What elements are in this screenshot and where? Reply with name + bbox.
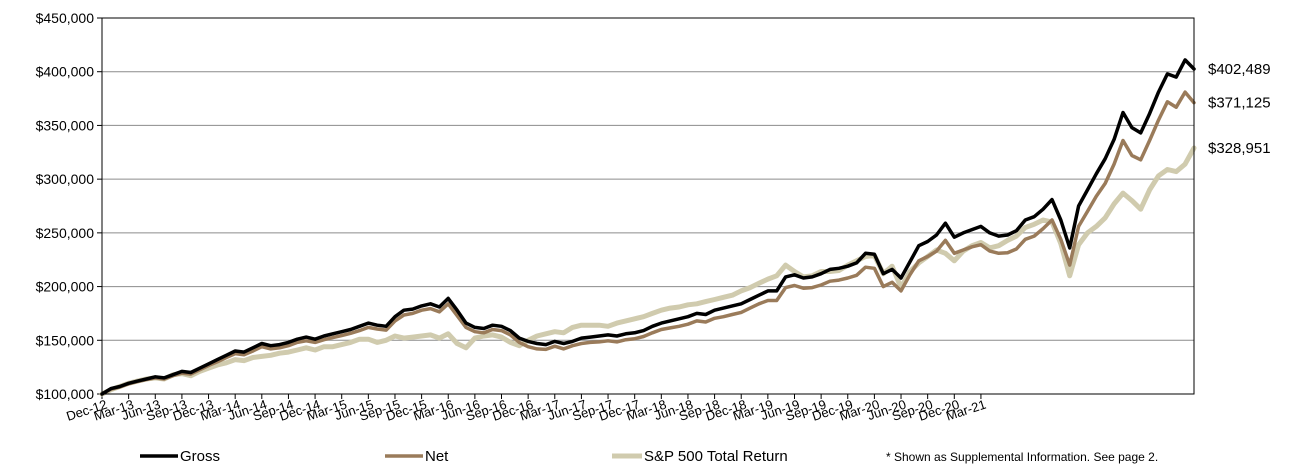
series-lines	[99, 58, 1197, 397]
footnote: * Shown as Supplemental Information. See…	[886, 450, 1158, 464]
y-tick-label: $400,000	[36, 64, 95, 80]
y-axis-ticks: $100,000 $150,000 $200,000 $250,000 $300,000…	[36, 10, 102, 402]
x-axis-ticks: Dec-12Mar-13Jun-13Sep-13Dec-13Mar-14Jun-…	[64, 394, 988, 424]
legend-label: S&P 500 Total Return	[644, 448, 788, 464]
series-line-net	[100, 90, 1196, 396]
y-tick-label: $300,000	[36, 171, 95, 187]
end-value-label: $328,951	[1208, 140, 1271, 157]
y-tick-label: $150,000	[36, 332, 95, 348]
y-tick-label: $350,000	[36, 117, 95, 133]
series-line-s-p-500-total-return	[99, 145, 1197, 397]
end-value-label: $371,125	[1208, 95, 1271, 112]
legend-label: Net	[425, 448, 449, 464]
y-tick-label: $250,000	[36, 225, 95, 241]
y-tick-label: $100,000	[36, 386, 95, 402]
legend: Gross Net S&P 500 Total Return	[140, 448, 788, 464]
y-tick-label: $450,000	[36, 10, 95, 26]
legend-label: Gross	[180, 448, 220, 464]
end-value-label: $402,489	[1208, 61, 1271, 78]
grid-lines	[102, 71, 1194, 341]
plot-frame	[101, 17, 1195, 395]
y-tick-label: $200,000	[36, 279, 95, 295]
series-line-gross	[100, 58, 1196, 396]
end-labels: $402,489 $371,125 $328,951	[1208, 61, 1271, 157]
